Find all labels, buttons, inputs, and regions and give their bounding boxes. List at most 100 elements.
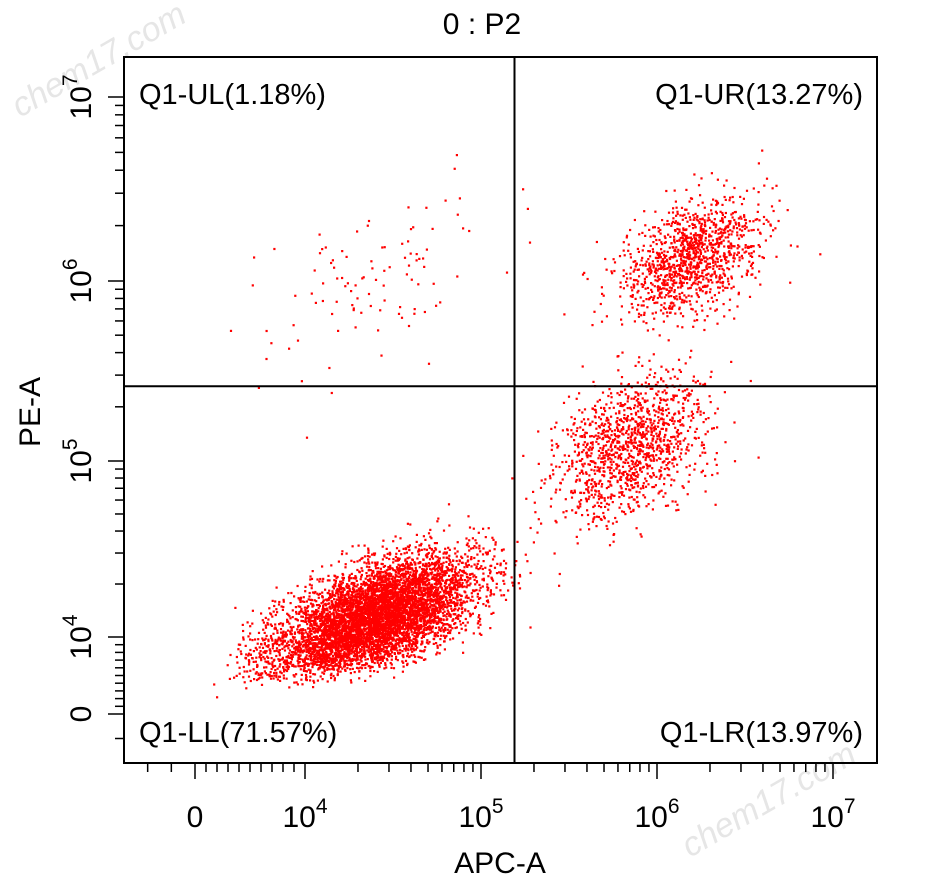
scatter-point [311, 626, 314, 629]
scatter-point [291, 635, 295, 639]
scatter-point [337, 670, 340, 673]
scatter-point [401, 563, 404, 566]
scatter-point [285, 633, 288, 636]
scatter-point [384, 574, 387, 578]
scatter-point [273, 642, 276, 645]
scatter-point [472, 575, 475, 578]
scatter-point [375, 590, 378, 593]
scatter-point [411, 609, 414, 612]
scatter-point [456, 592, 459, 595]
scatter-point [394, 594, 397, 597]
scatter-point [356, 657, 359, 660]
scatter-point [367, 610, 370, 613]
scatter-point [438, 557, 441, 560]
scatter-point [398, 627, 401, 630]
scatter-point [529, 526, 532, 530]
scatter-point [364, 589, 367, 592]
scatter-point [409, 573, 412, 577]
scatter-point [301, 620, 304, 623]
scatter-point [450, 591, 453, 594]
scatter-point [416, 622, 419, 625]
scatter-point [370, 572, 374, 575]
scatter-point [373, 626, 376, 629]
scatter-point [251, 639, 254, 642]
scatter-point [360, 601, 363, 604]
scatter-point [403, 564, 406, 567]
scatter-point [286, 656, 290, 659]
scatter-point [397, 558, 400, 562]
scatter-point [306, 663, 309, 666]
scatter-point [417, 590, 420, 593]
scatter-point [271, 643, 274, 646]
scatter-point [440, 601, 444, 604]
scatter-point [417, 553, 420, 556]
scatter-point [466, 576, 470, 579]
scatter-point [427, 579, 430, 582]
scatter-point [378, 646, 382, 649]
scatter-point [371, 601, 374, 604]
scatter-point [461, 601, 464, 605]
scatter-point [325, 651, 328, 654]
scatter-point [290, 627, 293, 630]
scatter-point [378, 600, 381, 603]
scatter-point [300, 607, 303, 610]
scatter-point [295, 673, 298, 676]
scatter-point [328, 627, 331, 630]
scatter-point [359, 633, 363, 636]
scatter-point [459, 569, 462, 572]
scatter-point [342, 603, 345, 607]
scatter-point [466, 584, 469, 587]
scatter-point [441, 605, 444, 609]
scatter-point [370, 602, 373, 605]
scatter-point [357, 618, 360, 621]
scatter-point [476, 601, 480, 604]
scatter-point [417, 614, 420, 618]
scatter-point [387, 654, 390, 657]
scatter-point [365, 644, 369, 647]
scatter-point [386, 651, 389, 654]
scatter-point [461, 610, 464, 613]
scatter-point [347, 576, 351, 579]
scatter-point [355, 597, 358, 600]
scatter-point [425, 548, 428, 551]
scatter-point [365, 565, 369, 568]
scatter-point [378, 665, 381, 668]
scatter-point [305, 613, 308, 616]
scatter-point [444, 627, 447, 630]
scatter-point [376, 585, 379, 588]
scatter-point [449, 604, 452, 608]
scatter-point [388, 601, 391, 604]
scatter-point [420, 656, 423, 659]
scatter-point [420, 572, 423, 575]
scatter-point [354, 599, 357, 602]
scatter-point [213, 683, 216, 686]
scatter-point [297, 605, 300, 608]
scatter-point [489, 594, 492, 597]
scatter-point [482, 603, 485, 606]
scatter-point [394, 613, 397, 616]
scatter-point [420, 640, 423, 643]
scatter-point [324, 634, 327, 637]
scatter-point [343, 588, 346, 591]
scatter-point [445, 552, 448, 555]
scatter-point [269, 671, 272, 674]
scatter-point [423, 571, 426, 574]
scatter-point [299, 629, 303, 632]
scatter-point [383, 667, 386, 670]
scatter-point [322, 606, 325, 609]
scatter-point [433, 632, 436, 635]
scatter-point [443, 648, 446, 651]
scatter-point [354, 641, 357, 644]
scatter-point [370, 626, 373, 629]
scatter-point [354, 590, 357, 593]
scatter-point [385, 657, 388, 660]
scatter-point [293, 651, 297, 654]
scatter-point [361, 652, 364, 655]
scatter-point [424, 538, 427, 541]
scatter-point [424, 584, 427, 587]
scatter-point [332, 623, 335, 627]
scatter-point [345, 614, 348, 617]
scatter-point [456, 583, 459, 587]
scatter-point [255, 678, 259, 682]
scatter-point [408, 584, 411, 587]
